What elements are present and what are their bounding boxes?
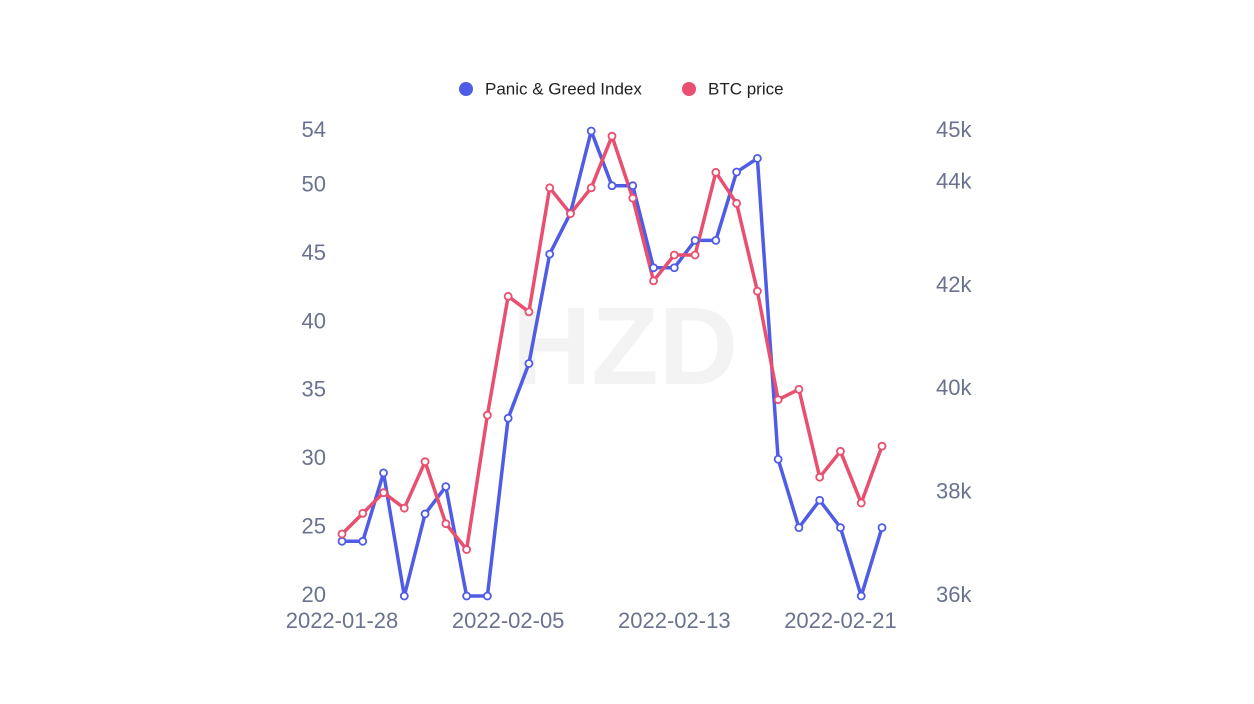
point bbox=[337, 529, 347, 539]
point bbox=[669, 263, 679, 273]
point bbox=[607, 181, 617, 191]
legend-label: BTC price bbox=[708, 79, 784, 98]
legend-marker bbox=[459, 82, 473, 96]
y-tick-label: 40 bbox=[302, 308, 326, 333]
point bbox=[337, 536, 347, 546]
point bbox=[877, 523, 887, 533]
point bbox=[773, 395, 783, 405]
point bbox=[399, 591, 409, 601]
point bbox=[690, 250, 700, 260]
point bbox=[711, 236, 721, 245]
point bbox=[856, 591, 866, 601]
point bbox=[503, 291, 513, 301]
point bbox=[649, 276, 658, 286]
point bbox=[690, 236, 700, 245]
point bbox=[462, 545, 472, 554]
point bbox=[752, 286, 762, 296]
point bbox=[462, 591, 472, 601]
point bbox=[628, 193, 638, 203]
point bbox=[856, 498, 866, 508]
y2-tick-label: 40k bbox=[936, 375, 972, 400]
point bbox=[482, 410, 492, 420]
x-tick-label: 2022-01-28 bbox=[286, 608, 399, 633]
point bbox=[732, 167, 742, 177]
point bbox=[815, 495, 825, 505]
point bbox=[877, 441, 887, 451]
x-tick-label: 2022-02-05 bbox=[452, 608, 565, 633]
point bbox=[545, 249, 555, 259]
point bbox=[669, 250, 679, 260]
point bbox=[420, 509, 430, 519]
point bbox=[379, 488, 388, 498]
legend-marker bbox=[682, 82, 696, 96]
point bbox=[773, 454, 783, 464]
y-tick-label: 54 bbox=[302, 117, 326, 142]
point bbox=[420, 457, 430, 467]
point bbox=[586, 126, 596, 136]
point bbox=[441, 519, 451, 529]
legend-label: Panic & Greed Index bbox=[485, 79, 642, 98]
point bbox=[732, 198, 742, 208]
x-tick-label: 2022-02-13 bbox=[618, 608, 731, 633]
point bbox=[628, 181, 638, 191]
point bbox=[545, 183, 555, 193]
point bbox=[607, 131, 617, 141]
point bbox=[524, 359, 534, 368]
point bbox=[358, 508, 368, 518]
y-tick-label: 35 bbox=[302, 377, 326, 402]
y-tick-label: 45 bbox=[302, 240, 326, 265]
point bbox=[711, 167, 721, 177]
point bbox=[794, 523, 804, 533]
point bbox=[566, 209, 575, 219]
point bbox=[836, 446, 845, 456]
point bbox=[358, 536, 368, 546]
watermark: HZD bbox=[512, 285, 738, 408]
y-tick-label: 50 bbox=[302, 172, 326, 197]
y-tick-label: 25 bbox=[302, 513, 326, 538]
y-tick-label: 30 bbox=[302, 445, 326, 470]
x-tick-label: 2022-02-21 bbox=[784, 608, 897, 633]
y-tick-label: 20 bbox=[302, 582, 326, 607]
y2-tick-label: 44k bbox=[936, 168, 972, 193]
point bbox=[794, 384, 804, 394]
y2-tick-label: 36k bbox=[936, 582, 972, 607]
point bbox=[503, 413, 513, 423]
y2-tick-label: 42k bbox=[936, 272, 972, 297]
point bbox=[379, 468, 388, 478]
point bbox=[836, 523, 845, 533]
point bbox=[482, 591, 492, 601]
point bbox=[399, 503, 409, 513]
y2-tick-label: 45k bbox=[936, 117, 972, 142]
point bbox=[586, 183, 596, 193]
point bbox=[649, 263, 658, 273]
y2-tick-label: 38k bbox=[936, 478, 972, 503]
point bbox=[524, 307, 534, 317]
point bbox=[752, 153, 762, 163]
point bbox=[815, 472, 825, 482]
point bbox=[441, 482, 451, 491]
